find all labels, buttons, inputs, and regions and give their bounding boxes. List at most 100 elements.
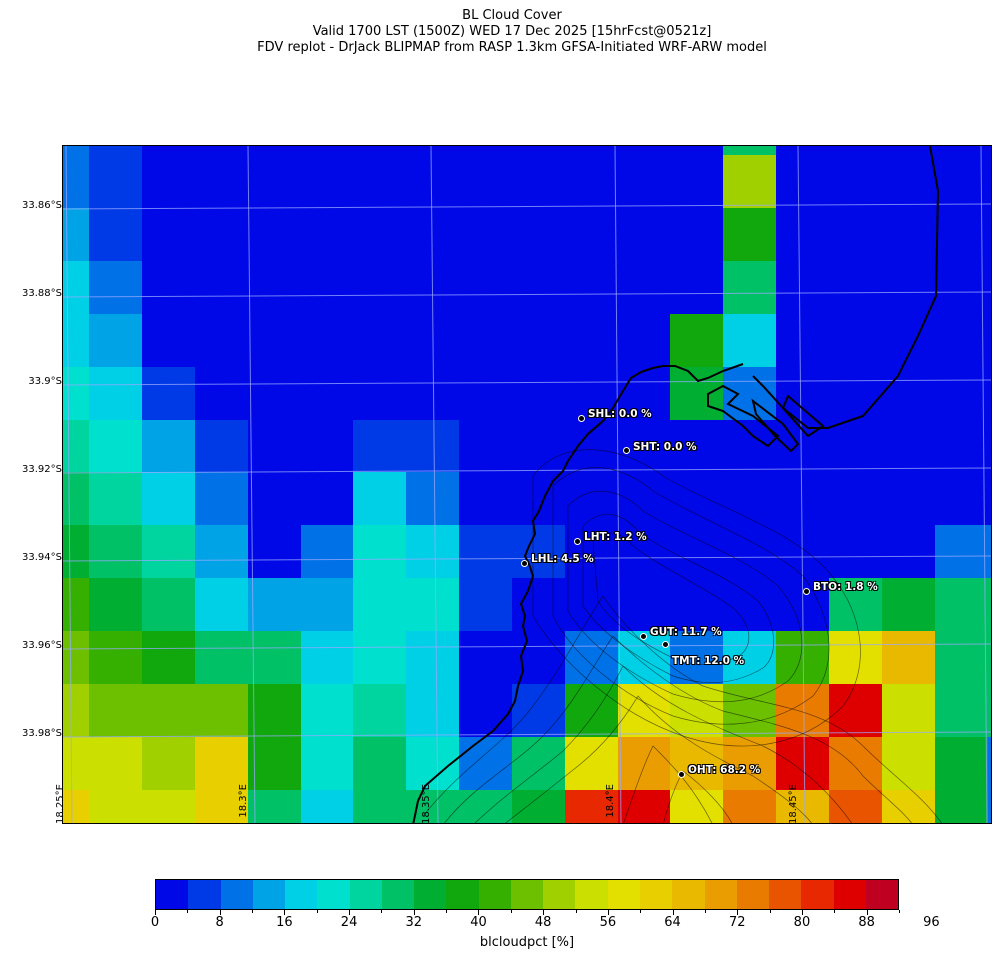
heatmap-cell (195, 155, 248, 208)
heatmap-cell (63, 472, 89, 525)
y-tick-label: 33.94°S (22, 552, 62, 563)
heatmap-cell (670, 472, 723, 525)
colorbar-tick (187, 910, 188, 913)
colorbar-tick (220, 910, 221, 915)
heatmap-cell (988, 684, 991, 737)
chart-subtitle-valid-time: Valid 1700 LST (1500Z) WED 17 Dec 2025 [… (312, 24, 712, 39)
heatmap-cell (988, 578, 991, 631)
colorbar-label: blcloudpct [%] (479, 935, 575, 950)
colorbar-swatch (543, 880, 576, 909)
colorbar-tick (478, 910, 479, 915)
heatmap-cell (935, 472, 988, 525)
heatmap-cell (63, 631, 89, 684)
heatmap-cell (565, 472, 618, 525)
heatmap-cell (512, 420, 565, 472)
heatmap-cell (301, 790, 353, 823)
heatmap-cell (565, 155, 618, 208)
heatmap-cell (935, 631, 988, 684)
heatmap-cell (723, 146, 776, 155)
heatmap-cell (248, 155, 301, 208)
heatmap-cell (512, 146, 565, 155)
heatmap-cell (248, 367, 301, 420)
heatmap-cell (618, 525, 670, 578)
colorbar-tick (737, 910, 738, 915)
heatmap-cell (89, 367, 142, 420)
heatmap-cell (829, 525, 882, 578)
heatmap-cell (565, 208, 618, 261)
heatmap-cell (353, 472, 406, 525)
heatmap-cell (406, 146, 459, 155)
heatmap-cell (248, 525, 301, 578)
colorbar-tick (802, 910, 803, 915)
heatmap-cell (459, 420, 512, 472)
heatmap-cell (248, 578, 301, 631)
x-tick-label: 18.4°E (605, 784, 616, 818)
heatmap-cell (988, 155, 991, 208)
heatmap-cell (248, 208, 301, 261)
heatmap-cell (723, 208, 776, 261)
colorbar-tick-label: 16 (276, 915, 293, 930)
heatmap-cell (459, 155, 512, 208)
heatmap-cell (195, 684, 248, 737)
heatmap-cell (142, 525, 195, 578)
heatmap-cell (301, 472, 353, 525)
colorbar-swatch (769, 880, 802, 909)
heatmap-cell (723, 790, 776, 823)
colorbar-swatch (672, 880, 705, 909)
heatmap-cell (142, 155, 195, 208)
colorbar-tick-label: 72 (728, 915, 746, 930)
heatmap-cell (988, 420, 991, 472)
colorbar-tick (608, 910, 609, 915)
heatmap-cell (301, 420, 353, 472)
heatmap-cell (618, 208, 670, 261)
heatmap-cell (512, 208, 565, 261)
heatmap-cell (89, 525, 142, 578)
heatmap-cell (829, 146, 882, 155)
heatmap-cell (565, 737, 618, 790)
heatmap-cell (459, 367, 512, 420)
colorbar-tick (899, 910, 900, 913)
colorbar-swatch (639, 880, 673, 909)
colorbar-swatch (478, 880, 511, 909)
heatmap-cell (882, 472, 935, 525)
heatmap-cell (142, 631, 195, 684)
heatmap-cell (670, 155, 723, 208)
colorbar-tick (252, 910, 253, 913)
heatmap-cell (512, 367, 565, 420)
heatmap-cell (195, 261, 248, 314)
heatmap-cell (776, 155, 829, 208)
heatmap-cell (776, 472, 829, 525)
heatmap-cell (565, 314, 618, 367)
heatmap-cell (406, 525, 459, 578)
colorbar-swatch (704, 880, 737, 909)
heatmap-cell (142, 578, 195, 631)
heatmap-cell (512, 472, 565, 525)
station-marker-icon (622, 446, 630, 454)
heatmap-cell (301, 684, 353, 737)
heatmap-cell (723, 155, 776, 208)
heatmap-cell (829, 578, 882, 631)
colorbar-tick-label: 8 (215, 915, 224, 930)
station-marker-icon (661, 640, 669, 648)
heatmap-cell (195, 525, 248, 578)
heatmap-cell (565, 684, 618, 737)
colorbar-tick-label: 48 (534, 915, 552, 930)
heatmap-cell (459, 525, 512, 578)
station-label: SHL: 0.0 % (588, 408, 652, 420)
heatmap-cell (670, 631, 723, 684)
heatmap-cell (89, 420, 142, 472)
colorbar-swatch (801, 880, 834, 909)
heatmap-cell (195, 737, 248, 790)
heatmap-cell (988, 472, 991, 525)
heatmap-cell (142, 208, 195, 261)
heatmap-cell (301, 631, 353, 684)
heatmap-cell (63, 367, 89, 420)
heatmap-cell (353, 684, 406, 737)
station-label: LHL: 4.5 % (531, 553, 594, 565)
heatmap-cell (142, 472, 195, 525)
heatmap-cell (195, 472, 248, 525)
heatmap-cell (89, 472, 142, 525)
heatmap-cell (301, 208, 353, 261)
heatmap-cell (406, 367, 459, 420)
station-label: TMT: 12.0 % (672, 655, 745, 667)
